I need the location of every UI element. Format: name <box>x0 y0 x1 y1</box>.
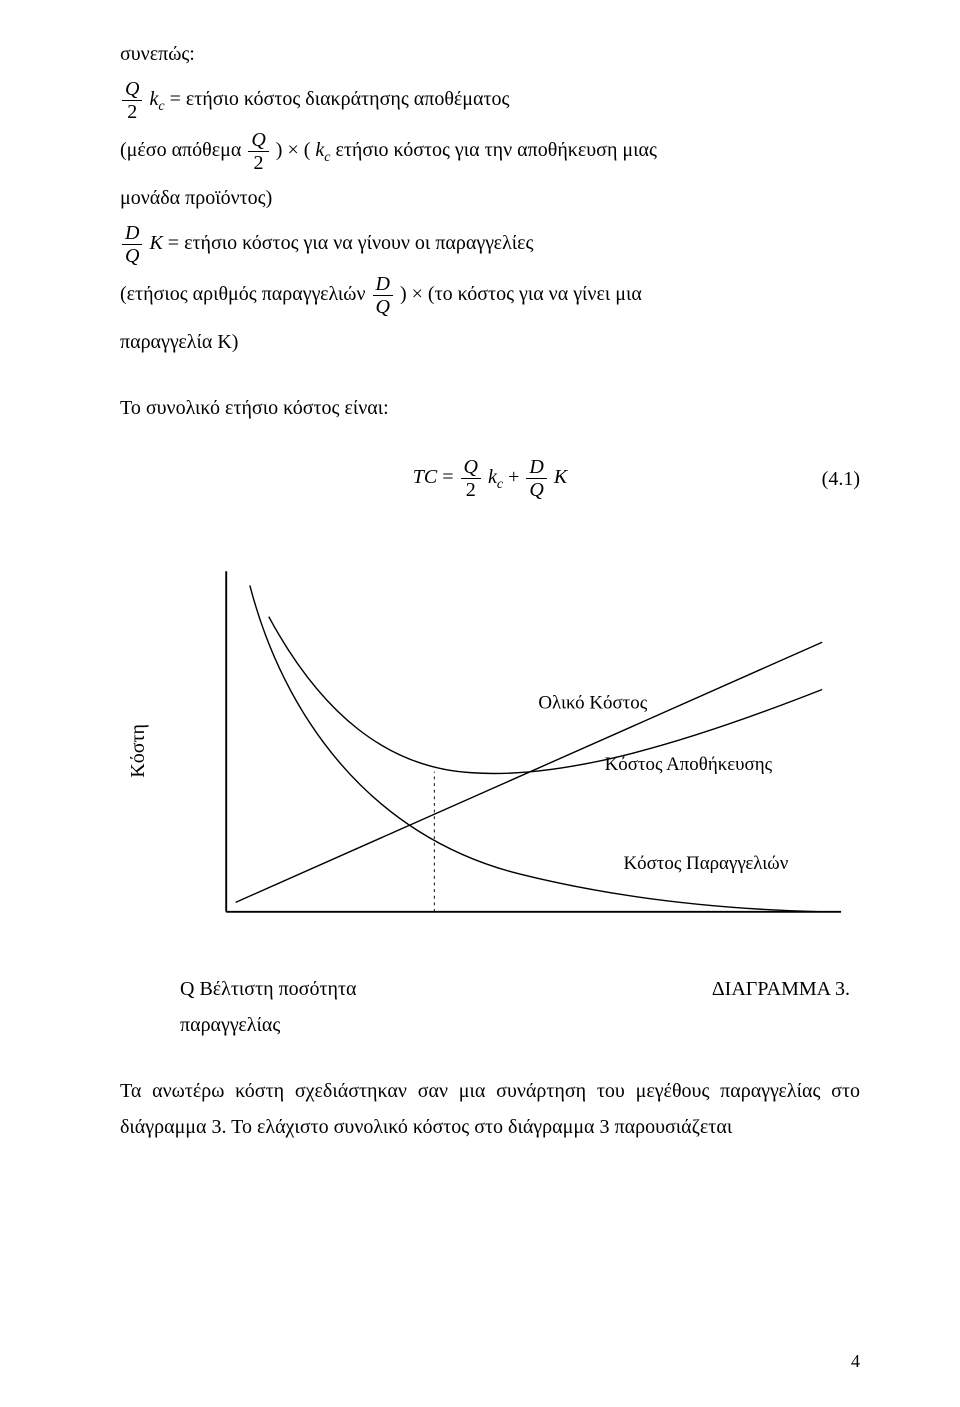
frac-D-over-Q-b: D Q <box>373 273 393 318</box>
paragraph-after: Τα ανωτέρω κόστη σχεδιάστηκαν σαν μια συ… <box>120 1073 860 1145</box>
sym-plus: + <box>508 466 524 488</box>
frac-D-over-Q-a: D Q <box>122 222 142 267</box>
chart-caption-row: Q Βέλτιστη ποσότητα παραγγελίας ΔΙΑΓΡΑΜΜ… <box>180 971 850 1043</box>
eq-line-5: (ετήσιος αριθμός παραγγελιών D Q ) × (το… <box>120 273 860 318</box>
text-line6: παραγγελία K) <box>120 324 860 360</box>
sym-TC: TC <box>413 466 437 488</box>
main-equation: TC = Q 2 kc + D Q K (4.1) <box>120 456 860 501</box>
cost-chart-svg: Ολικό Κόστος Κόστος Αποθήκευσης Κόστος Παρ… <box>160 541 860 961</box>
sym-K-b: K <box>554 466 567 488</box>
chart-y-axis-label: Κόστη <box>120 724 156 778</box>
sym-c-b: c <box>324 150 330 165</box>
text-line2b: ) × ( <box>276 139 316 161</box>
frac-Q-over-2-a: Q 2 <box>122 78 142 123</box>
text-line5b: ) × (το κόστος για να γίνει μια <box>400 283 642 305</box>
sym-k-a: k <box>149 88 158 110</box>
label-holding-cost: Κόστος Αποθήκευσης <box>605 754 773 775</box>
chart-caption-right: ΔΙΑΓΡΑΜΜΑ 3. <box>712 971 850 1043</box>
text-line4a: = ετήσιο κόστος για να γίνουν οι παραγγε… <box>168 232 534 254</box>
frac-Q-over-2-c: Q 2 <box>461 456 481 501</box>
text-line2a: (μέσο απόθεμα <box>120 139 246 161</box>
total-cost-text: Το συνολικό ετήσιο κόστος είναι: <box>120 390 860 426</box>
page-number: 4 <box>851 1345 860 1377</box>
frac-Q-over-2-b: Q 2 <box>248 129 268 174</box>
intro-line: συνεπώς: <box>120 36 860 72</box>
sym-c-a: c <box>158 99 164 114</box>
text-line3: μονάδα προϊόντος) <box>120 180 860 216</box>
text-line1a: = ετήσιο κόστος διακράτησης αποθέματος <box>170 88 510 110</box>
sym-K-a: K <box>149 232 162 254</box>
label-ordering-cost: Κόστος Παραγγελιών <box>624 853 789 874</box>
text-line5a: (ετήσιος αριθμός παραγγελιών <box>120 283 371 305</box>
sym-k-b: k <box>315 139 324 161</box>
eq-line-1: Q 2 kc = ετήσιο κόστος διακράτησης αποθέ… <box>120 78 860 123</box>
sym-k-c: k <box>488 466 497 488</box>
eq-line-2: (μέσο απόθεμα Q 2 ) × ( kc ετήσιο κόστος… <box>120 129 860 174</box>
text-line2c: ετήσιο κόστος για την αποθήκευση μιας <box>336 139 657 161</box>
eq-line-4: D Q K = ετήσιο κόστος για να γίνουν οι π… <box>120 222 860 267</box>
cost-chart: Κόστη Ολικό Κόστος Κόστος Αποθήκευσης Κόστ… <box>120 541 860 961</box>
sym-eq: = <box>442 466 458 488</box>
label-total-cost: Ολικό Κόστος <box>538 692 647 713</box>
sym-c-c: c <box>497 477 503 492</box>
frac-D-over-Q-c: D Q <box>526 456 546 501</box>
chart-caption-left: Q Βέλτιστη ποσότητα παραγγελίας <box>180 971 440 1043</box>
equation-number: (4.1) <box>822 461 860 497</box>
